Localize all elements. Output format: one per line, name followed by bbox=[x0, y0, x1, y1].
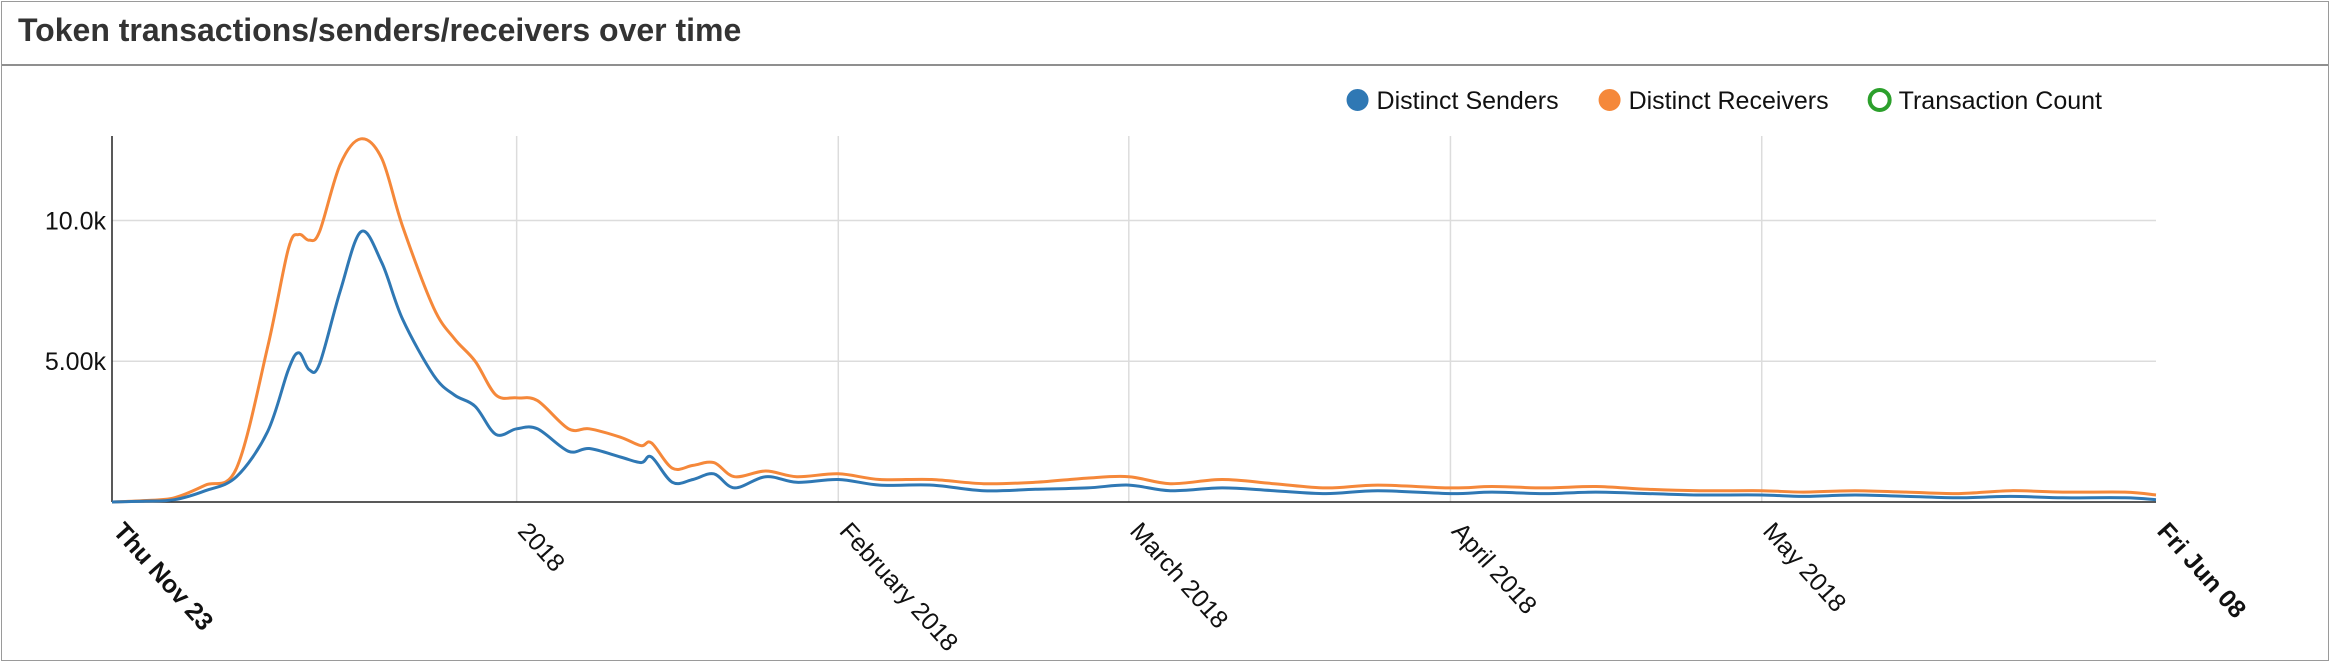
x-tick-label: April 2018 bbox=[1446, 517, 1542, 619]
grid bbox=[112, 136, 2156, 502]
x-tick-label: 2018 bbox=[512, 517, 570, 577]
series-line-distinct-receivers bbox=[111, 137, 2157, 504]
x-tick-label: Fri Jun 08 bbox=[2152, 517, 2252, 624]
series-line-distinct-senders bbox=[111, 229, 2157, 504]
x-tick-label: March 2018 bbox=[1124, 517, 1233, 634]
axes bbox=[111, 136, 2156, 503]
y-tick-label: 10.0k bbox=[45, 207, 107, 235]
legend-item-distinct-receivers[interactable]: Distinct Receivers bbox=[1598, 87, 1829, 115]
legend-swatch[interactable] bbox=[1867, 88, 1892, 112]
legend-item-transaction-count[interactable]: Transaction Count bbox=[1867, 87, 2102, 115]
y-tick-labels: 5.00k 10.0k bbox=[45, 207, 107, 376]
series bbox=[111, 137, 2157, 504]
page-title: Token transactions/senders/receivers ove… bbox=[18, 12, 742, 48]
legend: Distinct Senders Distinct Receivers Transa… bbox=[1346, 87, 2102, 115]
legend-swatch[interactable] bbox=[1346, 89, 1369, 111]
legend-label[interactable]: Distinct Senders bbox=[1377, 87, 1559, 115]
legend-item-distinct-senders[interactable]: Distinct Senders bbox=[1346, 87, 1559, 115]
legend-swatch[interactable] bbox=[1598, 89, 1621, 111]
x-tick-label: May 2018 bbox=[1757, 517, 1851, 617]
legend-label[interactable]: Distinct Receivers bbox=[1629, 87, 1829, 115]
x-tick-label: February 2018 bbox=[834, 517, 964, 657]
legend-label[interactable]: Transaction Count bbox=[1899, 87, 2102, 115]
x-tick-labels: Thu Nov 23 2018 February 2018 March 2018 Apr… bbox=[108, 517, 2252, 657]
x-tick-label: Thu Nov 23 bbox=[108, 517, 219, 636]
y-tick-label: 5.00k bbox=[45, 348, 107, 376]
panel-header: Token transactions/senders/receivers ove… bbox=[2, 2, 2328, 66]
